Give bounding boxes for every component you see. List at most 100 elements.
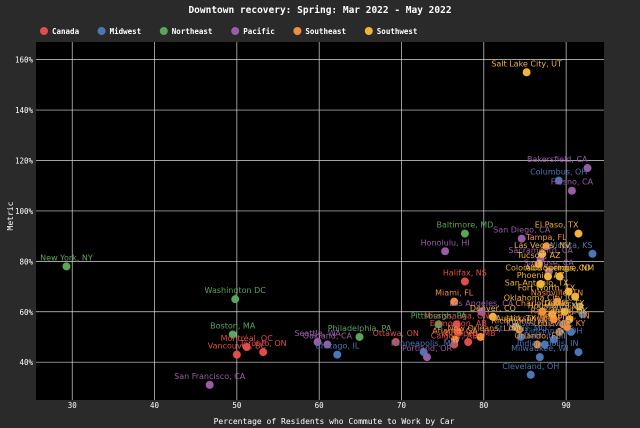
point-label: Phoenix, AZ [517,271,565,280]
point-label: Cincinnati, OH [525,326,582,335]
legend-item: Pacific [231,27,275,36]
point-label: Oklahoma City, OK [504,294,580,303]
data-point [540,340,549,349]
point-label: Salt Lake City, UT [491,59,562,68]
point-label: Louisville, KY [534,319,586,328]
point-label: Seattle, WA [294,329,341,338]
point-label: Ottawa, ON [373,329,419,338]
point-label: Richmond, VA [491,316,547,325]
data-point [313,338,322,347]
data-point [333,350,342,359]
data-point [555,327,564,336]
data-point [516,332,525,341]
point-label: Dallas, TX [544,299,585,308]
legend-label: Pacific [243,27,275,36]
point-label: Albuquerque, NM [525,263,594,272]
point-label: St. Louis, MO [495,324,547,333]
data-point [391,338,400,347]
legend-item: Southwest [364,27,417,36]
legend-label: Southeast [305,27,346,36]
legend-item: Northeast [159,27,212,36]
point-label: Washington DC [205,286,267,295]
point-label: Los Angeles, CA [449,299,513,308]
data-point [535,353,544,362]
data-point [460,229,469,238]
y-axis-label: Metric [6,201,15,230]
x-tick-label: 40 [150,401,160,410]
data-points [62,68,597,389]
point-label: Fort Worth, TX [518,284,576,293]
point-label: San Francisco, CA [174,372,246,381]
data-point [522,68,531,77]
y-tick-label: 140% [15,106,34,115]
data-point [526,370,535,379]
data-point [533,340,542,349]
legend-item: Canada [40,27,80,36]
point-label: Charlotte, NC [515,299,569,308]
point-label: Toronto, ON [239,339,287,348]
legend-item: Midwest [97,27,142,36]
x-tick-label: 70 [397,401,407,410]
y-axis-ticks: 40% 60% 80% 100% 120% 140% 160% [15,56,34,368]
data-point [511,322,520,331]
point-label: New Orleans, LA [447,324,514,333]
y-tick-label: 160% [15,56,34,65]
data-point [231,295,240,304]
legend: Canada Midwest Northeast Pacific Southeast So… [40,27,417,36]
data-point [548,310,557,319]
point-label: Minneapolis, MN [391,339,457,348]
legend-marker [231,27,240,35]
point-label: Winnipeg, MB [441,329,496,338]
x-tick-label: 50 [232,401,242,410]
point-label: Miami, FL [435,289,474,298]
chart-title: Downtown recovery: Spring: Mar 2022 - Ma… [188,5,451,16]
point-label: Atlanta, GA [432,326,478,335]
point-label: Memphis, TN [538,311,590,320]
data-point [452,320,461,329]
data-point [450,297,459,306]
x-axis-ticks: 30 40 50 60 70 80 90 [68,401,571,410]
data-point [564,287,573,296]
x-tick-label: 90 [562,401,572,410]
point-label: Jacksonville, FL [505,314,567,323]
x-axis-label: Percentage of Residents who Commute to W… [214,417,455,426]
point-label: Pittsburgh, PA [411,311,467,320]
point-label: El Paso, TX [535,221,579,230]
data-point [423,353,432,362]
data-point [441,247,450,256]
point-label: Honolulu, HI [421,238,470,247]
legend-marker [364,27,373,35]
data-point [534,259,543,268]
legend-marker [40,27,48,35]
data-point [560,307,569,316]
point-label: Houston, TX [528,301,577,310]
data-point [205,380,214,389]
legend-label: Midwest [110,27,142,36]
point-label: San Antonio, TX [505,279,569,288]
point-label: Calgary, AB [431,332,478,341]
point-label: Orlando, FL [514,332,560,341]
point-label: Las Vegas, NV [514,241,571,250]
y-tick-label: 40% [19,358,33,367]
point-label: Bakersfield, CA [527,155,588,164]
data-point [544,272,553,281]
point-label: Portland, OR [402,344,453,353]
point-label: San Jose, CA [524,258,575,267]
data-point [464,338,473,347]
y-tick-label: 80% [19,257,33,266]
point-label: New York, NY [40,253,93,262]
data-point [567,186,576,195]
point-label: Chicago, IL [315,342,360,351]
data-point [536,280,545,289]
data-point [578,310,587,319]
data-point [549,335,558,344]
x-tick-label: 30 [68,401,78,410]
point-label: Halifax, NS [443,269,487,278]
point-label: Tampa, FL [525,233,567,242]
data-point [228,330,237,339]
x-tick-label: 60 [315,401,325,410]
legend-item: Southeast [293,27,346,36]
point-label: Sacramento, CA [508,246,573,255]
point-label: Wichita, KS [547,241,592,250]
